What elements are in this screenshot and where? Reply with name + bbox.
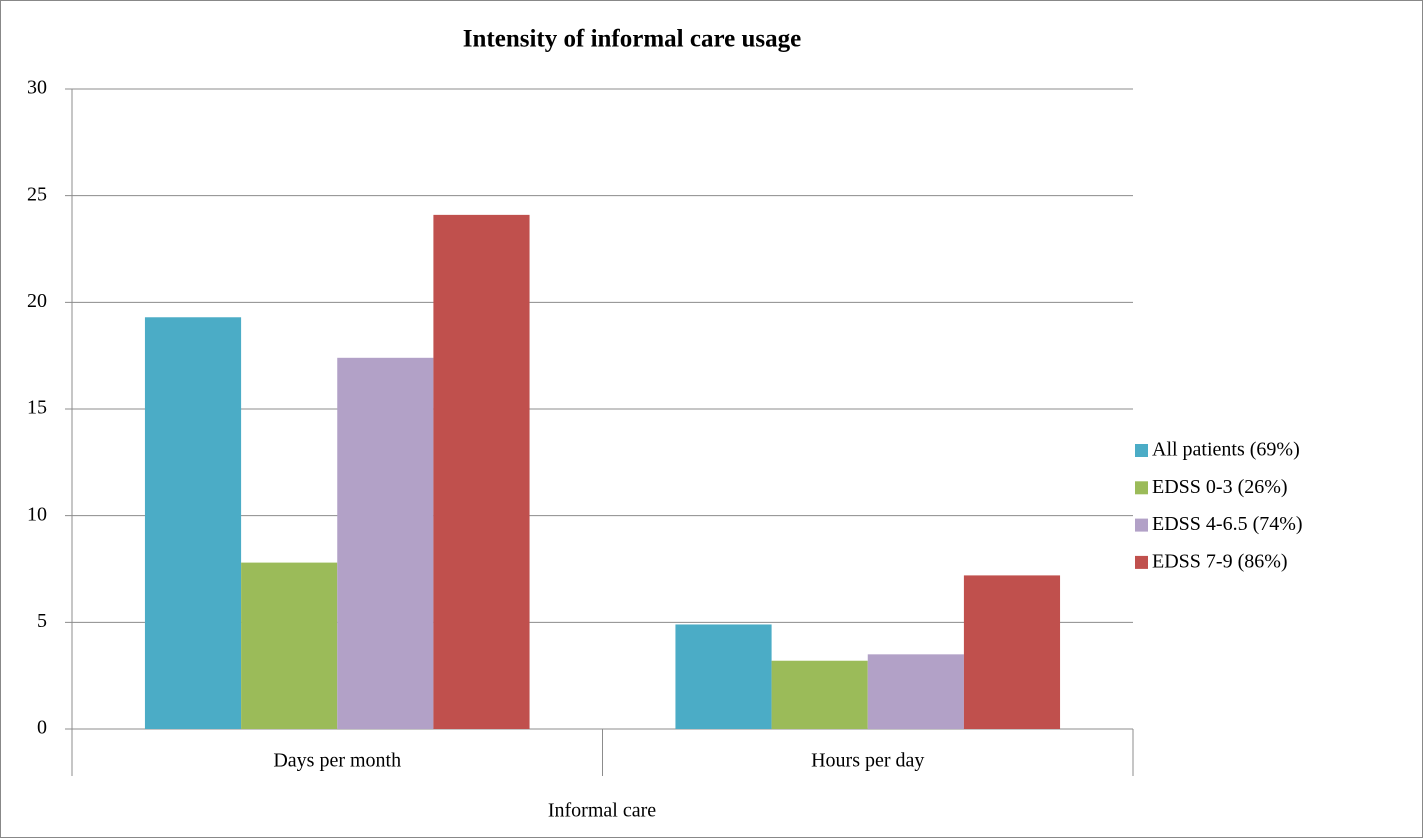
y-tick-label: 20 (27, 290, 47, 312)
x-tick-label: Days per month (273, 750, 401, 772)
legend-label: EDSS 7-9 (86%) (1152, 550, 1288, 572)
legend-label: EDSS 4-6.5 (74%) (1152, 513, 1303, 535)
legend-swatch (1135, 518, 1148, 532)
bar (867, 654, 964, 729)
bar (675, 624, 772, 729)
y-tick-label: 15 (27, 397, 47, 419)
chart-title: Intensity of informal care usage (463, 26, 801, 53)
y-tick-label: 0 (37, 717, 47, 739)
y-tick-label: 25 (27, 183, 47, 205)
legend-swatch (1135, 481, 1148, 495)
y-tick-label: 10 (27, 503, 47, 525)
legend-label: All patients (69%) (1152, 439, 1300, 461)
x-axis-label: Informal care (548, 800, 656, 822)
legend-swatch (1135, 555, 1148, 569)
legend-label: EDSS 0-3 (26%) (1152, 476, 1288, 498)
bar (337, 357, 434, 729)
bar (963, 575, 1061, 729)
bar (241, 562, 338, 729)
bar (144, 317, 242, 729)
bar (771, 660, 868, 729)
y-tick-label: 30 (27, 77, 47, 99)
y-tick-label: 5 (37, 610, 47, 632)
x-tick-label: Hours per day (811, 750, 924, 772)
bar (433, 214, 530, 729)
legend-swatch (1135, 444, 1148, 457)
